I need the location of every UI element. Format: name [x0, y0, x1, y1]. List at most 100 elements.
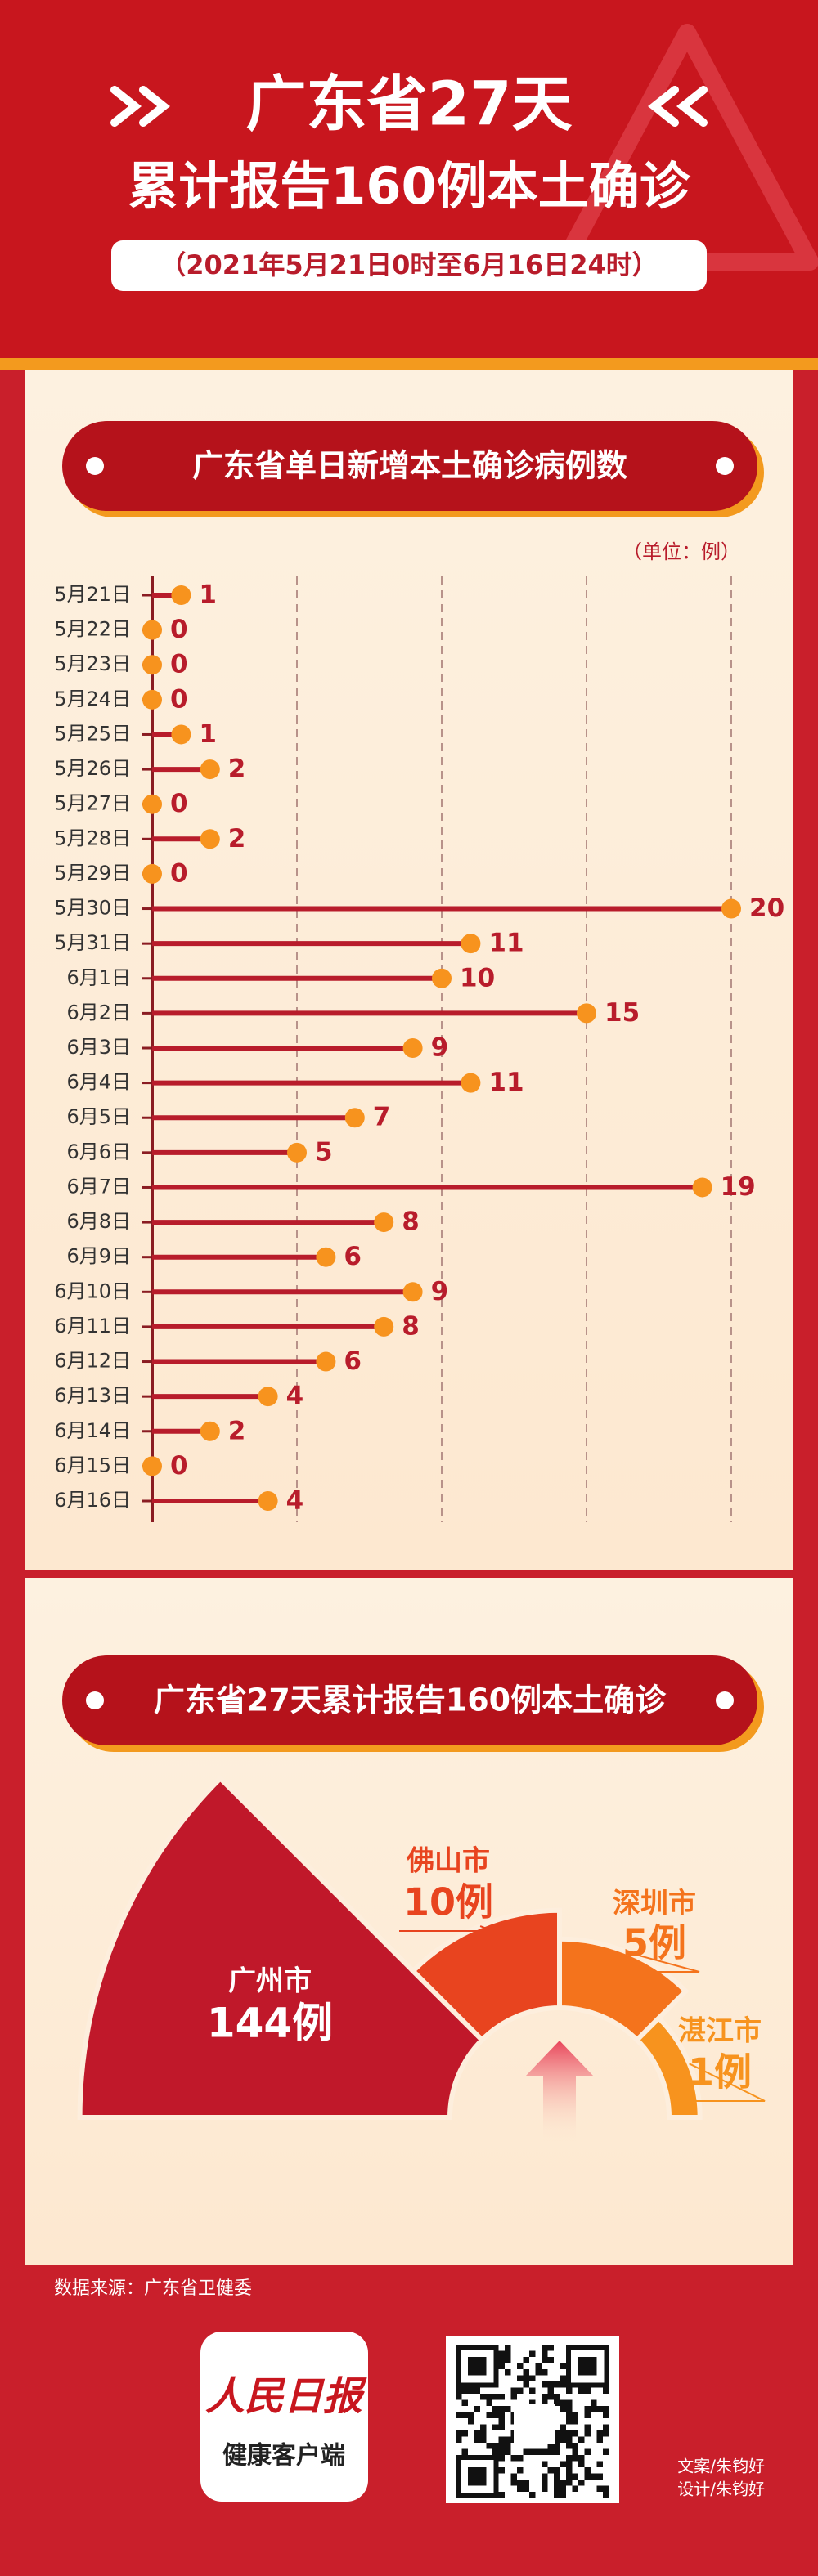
y-tick-label: 6月5日	[66, 1105, 131, 1128]
chart-title: 广东省单日新增本土确诊病例数	[192, 448, 627, 484]
value-label: 11	[488, 929, 524, 958]
pill-dot	[86, 457, 104, 475]
qr-cell	[505, 2406, 511, 2412]
value-label: 8	[402, 1311, 420, 1341]
qr-cell	[486, 2412, 492, 2418]
qr-cell	[461, 2412, 468, 2418]
qr-cell	[517, 2363, 524, 2369]
y-tick-label: 5月31日	[54, 931, 131, 954]
qr-cell	[578, 2461, 585, 2467]
qr-cell	[505, 2345, 511, 2351]
qr-cell	[566, 2387, 573, 2394]
qr-cell	[517, 2467, 524, 2474]
chevron-left	[110, 86, 171, 127]
qr-cell	[492, 2394, 499, 2400]
qr-cell	[572, 2455, 578, 2462]
qr-cell	[560, 2461, 566, 2467]
qr-cell	[505, 2369, 511, 2376]
qr-cell	[486, 2394, 492, 2400]
qr-finder-core	[468, 2357, 487, 2376]
city-name: 广州市	[228, 1965, 312, 1998]
y-tick-label: 6月7日	[66, 1175, 131, 1198]
city-value: 144例	[207, 2000, 333, 2047]
y-tick-label: 6月10日	[54, 1279, 131, 1302]
y-tick-label: 6月13日	[54, 1384, 131, 1407]
qr-cell	[492, 2412, 499, 2418]
y-tick-label: 6月11日	[54, 1315, 131, 1337]
value-label: 1	[199, 719, 217, 749]
qr-cell	[498, 2394, 505, 2400]
qr-cell	[547, 2357, 554, 2363]
dot	[142, 863, 162, 884]
qr-cell	[584, 2424, 591, 2430]
y-tick-label: 6月3日	[66, 1036, 131, 1059]
qr-cell	[572, 2448, 578, 2455]
qr-cell	[498, 2448, 505, 2455]
qr-cell	[456, 2436, 462, 2443]
value-label: 0	[170, 858, 188, 888]
qr-cell	[498, 2406, 505, 2412]
qr-cell	[596, 2436, 603, 2443]
qr-cell	[572, 2485, 578, 2492]
qr-cell	[523, 2357, 529, 2363]
qr-cell	[486, 2399, 492, 2406]
value-label: 9	[431, 1033, 449, 1063]
dot	[461, 934, 481, 954]
qr-cell	[560, 2363, 566, 2369]
qr-cell	[542, 2394, 548, 2400]
qr-cell	[523, 2448, 529, 2455]
title-pill	[62, 1655, 757, 1745]
dot	[316, 1247, 336, 1267]
qr-cell	[510, 2455, 517, 2462]
value-label: 20	[749, 894, 784, 923]
dot	[258, 1387, 278, 1407]
city-value: 5例	[622, 1921, 686, 1965]
logo-name: 人民日报	[205, 2374, 367, 2420]
qr-cell	[560, 2492, 566, 2498]
leader-line	[605, 1951, 700, 1973]
dot	[344, 1108, 365, 1128]
qr-cell	[498, 2418, 505, 2425]
qr-cell	[584, 2406, 591, 2412]
qr-cell	[498, 2357, 505, 2363]
y-tick-label: 6月6日	[66, 1140, 131, 1163]
dot	[258, 1491, 278, 1511]
qr-cell	[596, 2473, 603, 2480]
qr-cell	[542, 2369, 548, 2376]
qr-cell	[560, 2406, 566, 2412]
qr-cell	[566, 2406, 573, 2412]
qr-cell	[517, 2485, 524, 2492]
qr-cell	[529, 2399, 536, 2406]
qr-cell	[560, 2480, 566, 2486]
qr-cell	[572, 2418, 578, 2425]
y-tick-label: 5月21日	[54, 583, 131, 606]
qr-logo	[514, 2404, 555, 2444]
y-tick-label: 5月30日	[54, 897, 131, 920]
qr-cell	[492, 2406, 499, 2412]
qr-finder	[566, 2345, 609, 2388]
qr-cell	[566, 2418, 573, 2425]
pill-dot	[716, 457, 734, 475]
qr-cell	[505, 2436, 511, 2443]
qr-cell	[456, 2430, 462, 2437]
qr-cell	[517, 2455, 524, 2462]
qr-cell	[584, 2412, 591, 2418]
qr-cell	[542, 2345, 548, 2351]
qr-cell	[498, 2350, 505, 2357]
title-line2: 累计报告160例本土确诊	[128, 156, 690, 216]
value-label: 10	[460, 963, 495, 992]
qr-cell	[554, 2381, 560, 2388]
qr-cell	[547, 2345, 554, 2351]
qr-cell	[554, 2480, 560, 2486]
qr-cell	[492, 2424, 499, 2430]
qr-cell	[554, 2443, 560, 2449]
qr-cell	[554, 2436, 560, 2443]
qr-cell	[505, 2357, 511, 2363]
qr-cell	[566, 2443, 573, 2449]
qr-cell	[603, 2406, 609, 2412]
qr-cell	[498, 2455, 505, 2462]
qr-cell	[554, 2492, 560, 2498]
qr-cell	[498, 2363, 505, 2369]
qr-cell	[510, 2480, 517, 2486]
